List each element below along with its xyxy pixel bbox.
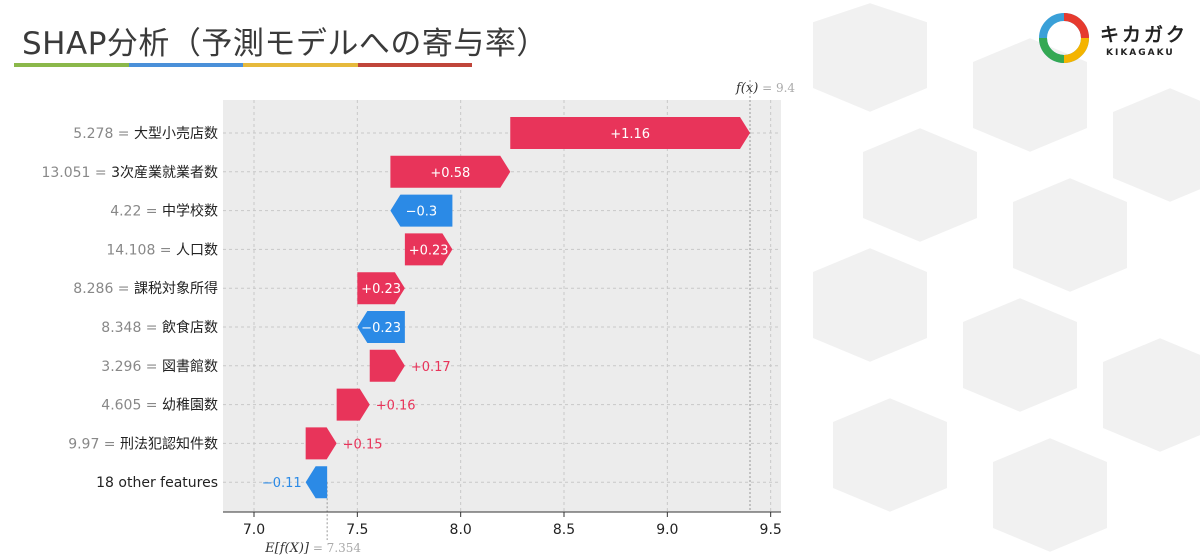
feature-value: 13.051 =: [41, 165, 111, 181]
brand: キカガク KIKAGAKU: [1036, 10, 1196, 70]
waterfall-bar: [404, 233, 453, 266]
x-tick-label: 8.5: [553, 522, 575, 538]
feature-value: 8.286 =: [73, 281, 134, 297]
feature-value: 14.108 =: [106, 242, 176, 258]
feature-name: 刑法犯認知件数: [120, 435, 218, 452]
feature-value: 9.97 =: [68, 436, 120, 452]
bar-value-label: +0.58: [430, 166, 470, 181]
x-tick-label: 9.0: [656, 522, 678, 538]
waterfall-bar: [369, 349, 405, 382]
feature-name: 大型小売店数: [134, 126, 218, 142]
feature-name: 人口数: [176, 242, 218, 258]
feature-label: 4.605 = 幼稚園数: [101, 398, 218, 414]
feature-label: 13.051 = 3次産業就業者数: [41, 165, 218, 181]
waterfall-bar: [390, 194, 453, 227]
hexagon-background: [807, 0, 1200, 558]
underline-segment-blue: [128, 63, 243, 67]
waterfall-bar: [357, 272, 405, 305]
feature-label: 3.296 = 図書館数: [101, 358, 218, 375]
bar-value-label: −0.23: [361, 321, 401, 336]
feature-name: 幼稚園数: [162, 398, 218, 414]
feature-name: 課税対象所得: [134, 280, 218, 297]
feature-name: 飲食店数: [162, 319, 218, 336]
feature-value: 8.348 =: [101, 320, 162, 336]
waterfall-bar: [357, 311, 405, 343]
base-value-label: E[f(X)]: [264, 541, 310, 556]
feature-label: 8.348 = 飲食店数: [101, 319, 218, 336]
feature-name: 図書館数: [162, 358, 218, 375]
bar-value-label: −0.3: [406, 205, 438, 220]
bar-value-label: +0.23: [361, 282, 401, 297]
feature-value: 5.278 =: [73, 126, 134, 142]
brand-subtitle: KIKAGAKU: [1106, 48, 1175, 58]
base-value-annotation: E[f(X)] = 7.354: [264, 541, 361, 556]
feature-label: 14.108 = 人口数: [106, 242, 218, 258]
waterfall-bar: [305, 427, 337, 460]
bar-value-label: +0.23: [409, 243, 449, 258]
underline-segment-red: [357, 63, 472, 67]
final-value-label: f(x): [735, 81, 758, 96]
waterfall-bar: [336, 388, 370, 421]
slide-title: SHAP分析（予測モデルへの寄与率）: [22, 26, 548, 62]
x-tick-label: 7.0: [243, 522, 265, 538]
x-tick-label: 9.5: [760, 522, 782, 538]
x-tick-label: 7.5: [346, 522, 368, 538]
feature-value: 4.605 =: [101, 398, 162, 414]
title-underline: [14, 63, 472, 67]
x-tick-label: 8.0: [450, 522, 472, 538]
final-value-number: = 9.4: [758, 81, 795, 95]
feature-value: 3.296 =: [101, 359, 162, 375]
feature-label: 9.97 = 刑法犯認知件数: [68, 435, 218, 452]
feature-name: 3次産業就業者数: [111, 165, 218, 181]
underline-segment-green: [14, 63, 129, 67]
feature-name: 中学校数: [162, 203, 218, 220]
brand-name: キカガク: [1100, 24, 1189, 46]
underline-segment-yellow: [243, 63, 358, 67]
bar-value-label: +0.16: [376, 399, 416, 414]
bar-value-label: −0.11: [262, 476, 302, 491]
feature-name: 18 other features: [96, 475, 218, 491]
feature-label: 4.22 = 中学校数: [110, 203, 218, 220]
feature-label: 18 other features: [96, 475, 218, 491]
bar-value-label: +1.16: [610, 127, 650, 142]
waterfall-bar: [390, 155, 511, 188]
waterfall-bar: [305, 466, 328, 499]
final-value-annotation: f(x) = 9.4: [735, 81, 795, 96]
base-value-number: = 7.354: [309, 541, 361, 555]
feature-value: 4.22 =: [110, 204, 162, 220]
bar-value-label: +0.17: [411, 360, 451, 375]
waterfall-bar: [510, 117, 750, 149]
kikagaku-ring-logo-icon: [1039, 13, 1089, 63]
feature-label: 5.278 = 大型小売店数: [73, 126, 218, 142]
feature-label: 8.286 = 課税対象所得: [73, 280, 218, 297]
bar-value-label: +0.15: [343, 437, 383, 452]
